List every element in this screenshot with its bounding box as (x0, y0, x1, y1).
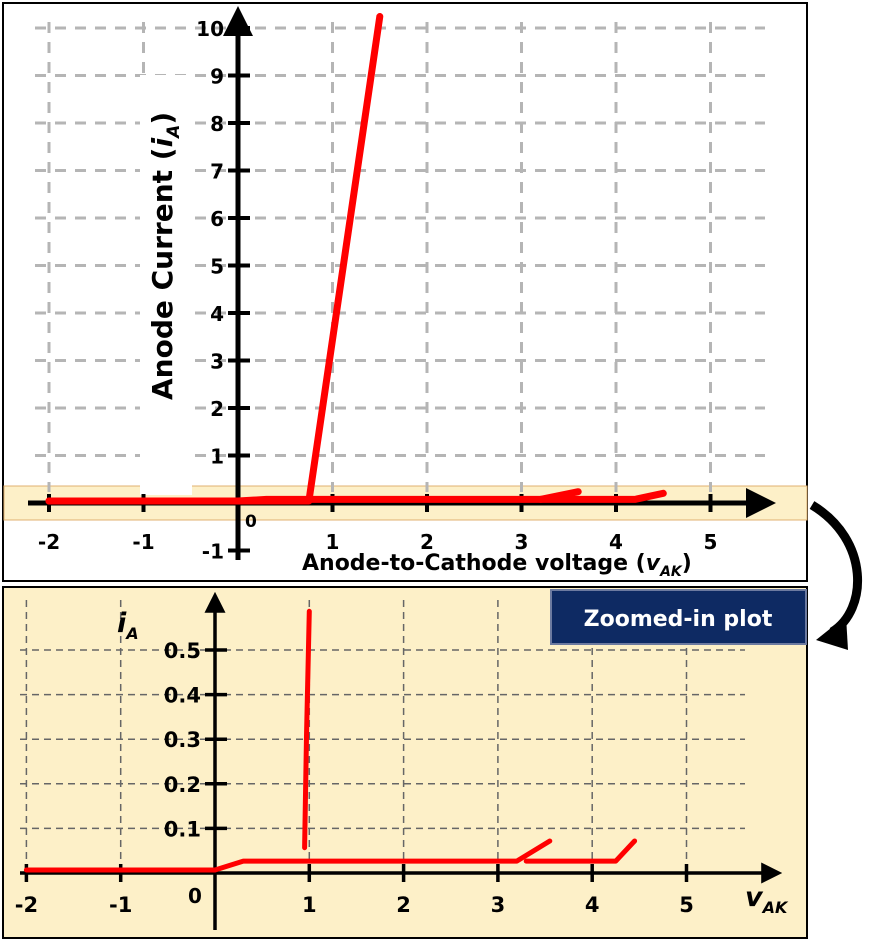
top-x-axis-label: Anode-to-Cathode voltage (vAK) (302, 551, 692, 580)
zoom-series-line-2 (23, 838, 553, 873)
x-tick-label: -2 (15, 893, 38, 917)
zoom-panel: -2 -1 1 2 3 4 5 0.1 0.2 0.3 0.4 0.5 0 iA vAK Zoomed… (2, 586, 808, 939)
y-tick-label: 9 (210, 65, 224, 89)
x-tick-label: -1 (132, 530, 154, 554)
y-tick-label: 0.4 (164, 684, 201, 708)
zoom-series-line-1 (302, 608, 312, 851)
zoom-x-axis-label: vAK (745, 882, 789, 917)
top-panel-frame (2, 2, 808, 582)
y-tick-label: 8 (210, 112, 224, 136)
x-tick-label: 3 (515, 530, 529, 554)
series-line-3 (536, 489, 667, 503)
top-origin-label: 0 (245, 512, 257, 532)
zoom-origin-label: 0 (188, 884, 202, 908)
y-tick-label: 7 (210, 160, 224, 184)
x-tick-label: 4 (585, 893, 600, 917)
top-ticks: -2 -1 1 2 3 4 5 -1 1 2 3 4 5 6 7 8 9 10 (38, 17, 718, 564)
x-tick-label: 2 (396, 893, 411, 917)
zoom-grid (20, 600, 745, 866)
y-tick-label: 6 (210, 207, 224, 231)
x-tick-label: -2 (38, 530, 60, 554)
x-tick-label: -1 (109, 893, 132, 917)
zoom-connector-arrow (809, 501, 863, 650)
x-tick-label: 3 (491, 893, 506, 917)
y-tick-label: 3 (210, 350, 224, 374)
y-tick-label: 4 (210, 302, 224, 326)
ylabel-backing (140, 75, 192, 495)
zoom-curves (23, 608, 638, 873)
y-tick-label: -1 (202, 540, 224, 564)
y-tick-label: 0.2 (164, 773, 201, 797)
x-tick-label: 2 (420, 530, 434, 554)
y-tick-label: 1 (210, 445, 224, 469)
top-panel: -2 -1 1 2 3 4 5 -1 1 2 3 4 5 6 7 8 9 10 0 Anode Current (… (2, 2, 808, 582)
y-tick-label: 0.1 (164, 817, 201, 841)
zoom-series-line-3 (523, 838, 638, 864)
x-tick-label: 1 (326, 530, 340, 554)
zoom-ticks: -2 -1 1 2 3 4 5 0.1 0.2 0.3 0.4 0.5 (15, 639, 694, 917)
zoomed-in-badge: Zoomed-in plot (550, 589, 807, 645)
top-curves (45, 13, 667, 505)
x-tick-label: 5 (704, 530, 718, 554)
top-y-axis-label: Anode Current (iA) (146, 112, 184, 400)
zoom-y-axis-label: iA (117, 608, 139, 643)
x-tick-label: 1 (302, 893, 317, 917)
y-tick-label: 0.3 (164, 728, 201, 752)
x-tick-label: 4 (609, 530, 623, 554)
x-tick-label: 5 (679, 893, 694, 917)
zoomed-in-badge-label: Zoomed-in plot (584, 607, 773, 632)
y-tick-label: 5 (210, 255, 224, 279)
y-tick-label: 10 (196, 17, 224, 41)
y-tick-label: 0.5 (164, 639, 201, 663)
y-tick-label: 2 (210, 397, 224, 421)
